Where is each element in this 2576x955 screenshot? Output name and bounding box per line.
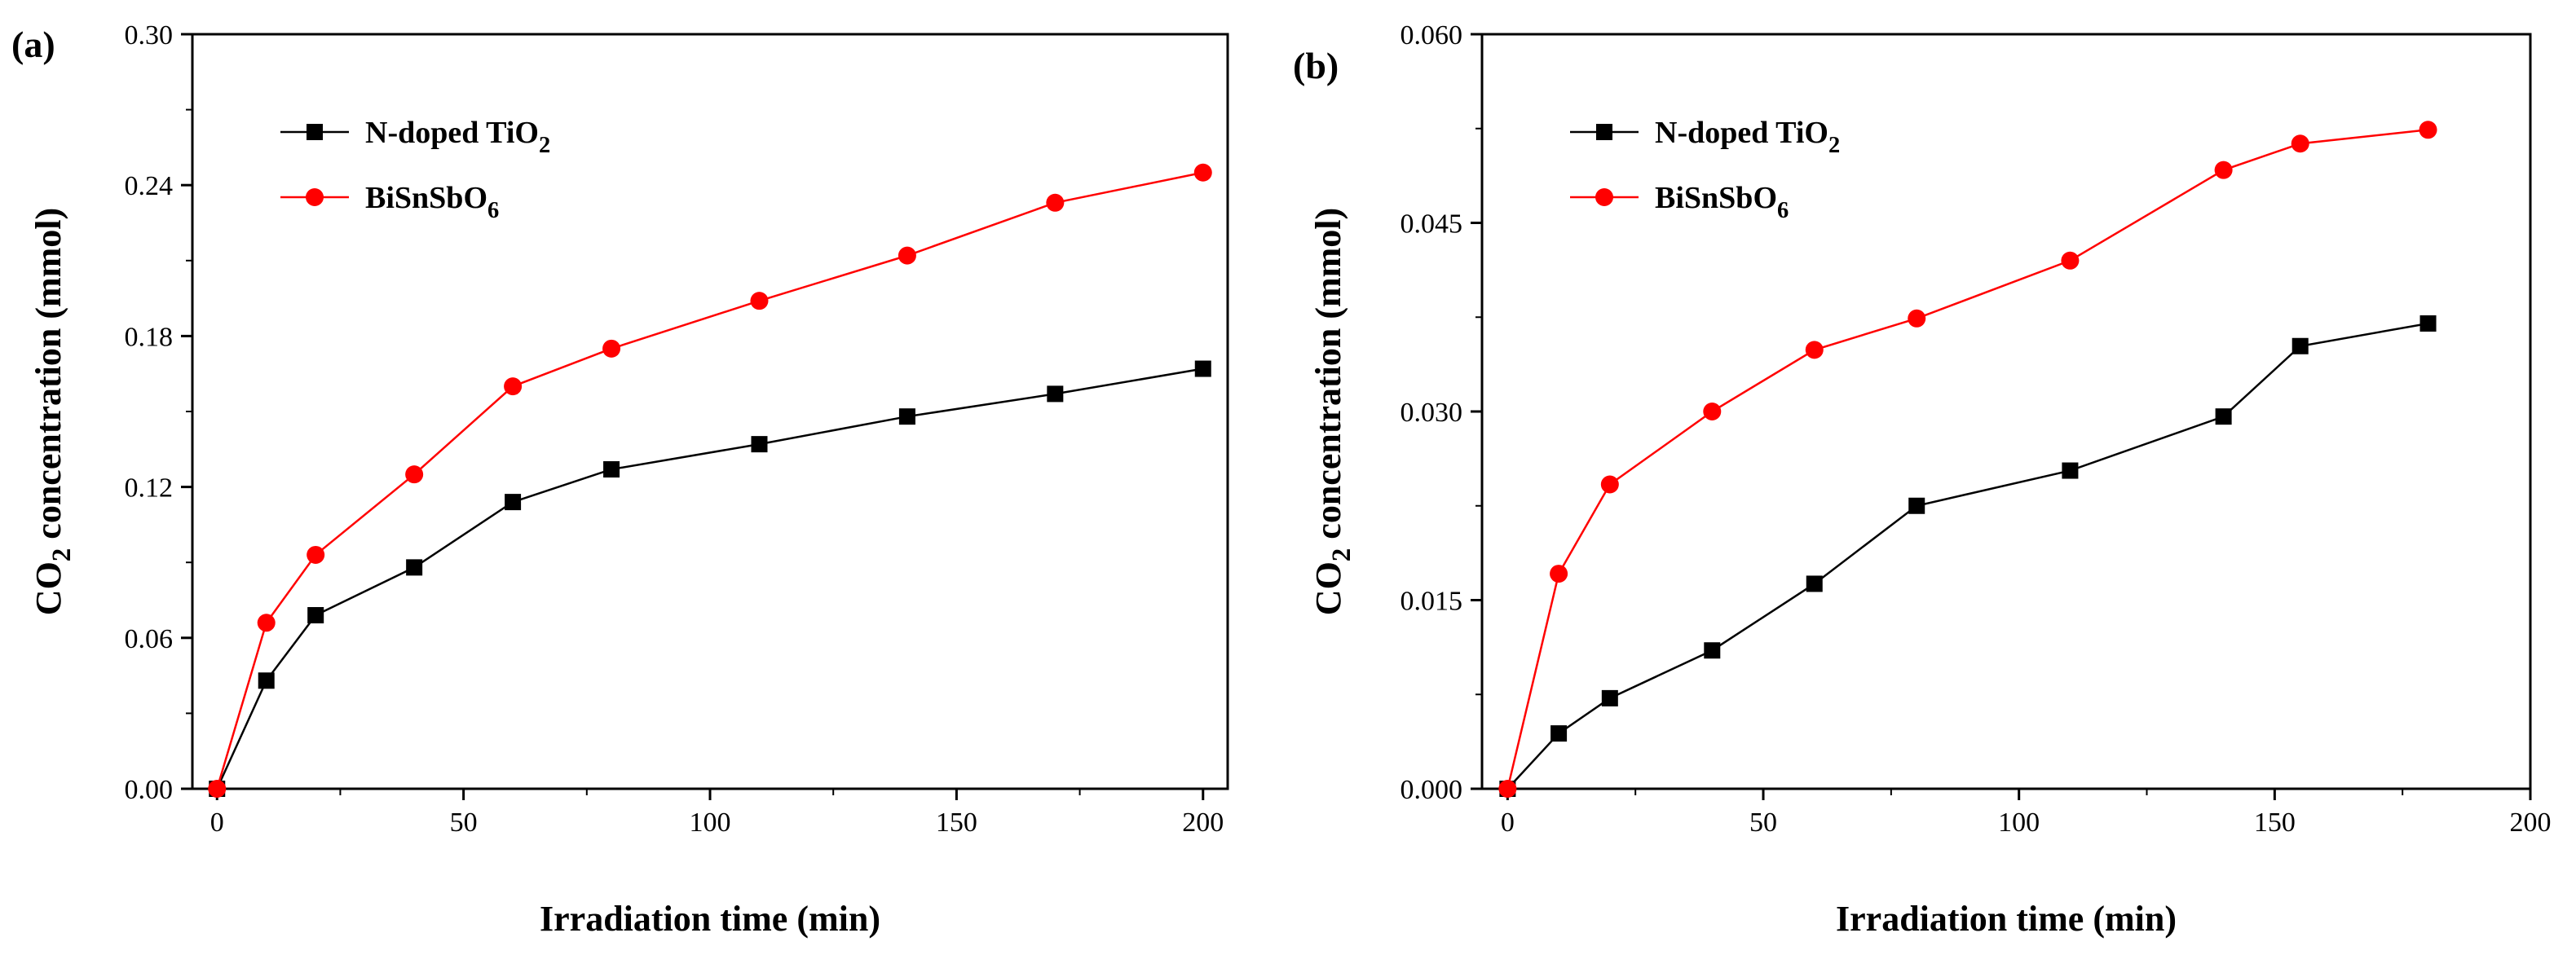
data-point-square: [1047, 385, 1064, 403]
y-axis-title-main: CO: [1308, 561, 1348, 615]
y-axis-title-subscript: 2: [1327, 548, 1356, 562]
legend-label-subscript: 6: [1777, 198, 1789, 223]
plot-frame: [191, 33, 1229, 790]
y-tick-label: 0.24: [125, 171, 174, 201]
data-point-circle: [1805, 341, 1824, 359]
data-point-circle: [257, 614, 276, 632]
data-point-circle: [1600, 475, 1619, 494]
data-point-square: [1550, 725, 1568, 742]
y-axis-title-rest: concentration (mmol): [1308, 208, 1348, 548]
series-line-0: [1506, 322, 2428, 790]
data-point-square: [307, 607, 324, 624]
y-tick-label: 0.000: [1400, 775, 1463, 805]
data-point-circle: [2214, 161, 2233, 179]
data-point-circle: [504, 377, 523, 396]
data-point-circle: [898, 246, 916, 265]
x-tick-label: 0: [1501, 808, 1515, 838]
data-point-circle: [1550, 565, 1568, 583]
legend-label-main: BiSnSbO: [365, 181, 487, 215]
data-point-circle: [2061, 251, 2080, 270]
legend-label: BiSnSbO6: [365, 181, 499, 223]
x-tick-label: 200: [1182, 808, 1224, 838]
y-tick-label: 0.30: [125, 20, 174, 51]
legend-label-subscript: 2: [539, 133, 550, 158]
x-tick-label: 100: [1998, 808, 2040, 838]
data-point-square: [2062, 462, 2079, 479]
y-tick-label: 0.18: [125, 322, 174, 352]
data-point-square: [2215, 408, 2232, 425]
x-tick-label: 100: [690, 808, 731, 838]
x-tick-label: 150: [2254, 808, 2296, 838]
data-point-square: [1194, 360, 1211, 377]
data-point-circle: [1046, 193, 1065, 212]
data-point-square: [1908, 497, 1925, 514]
y-tick-label: 0.030: [1400, 398, 1463, 428]
data-point-circle: [1193, 163, 1212, 182]
data-point-square: [898, 408, 915, 425]
legend-label-main: N-doped TiO: [1655, 116, 1828, 150]
data-point-square: [258, 672, 275, 689]
data-point-square: [751, 436, 768, 453]
panel-label: (a): [11, 24, 55, 65]
legend-marker-square: [1596, 124, 1612, 140]
y-tick-label: 0.015: [1400, 587, 1463, 617]
x-tick-label: 0: [210, 808, 224, 838]
legend-label: BiSnSbO6: [1655, 181, 1789, 223]
y-axis-title: CO2 concentration (mmol): [1308, 208, 1356, 615]
x-axis-title: Irradiation time (min): [1836, 899, 2177, 939]
data-point-square: [1806, 575, 1823, 592]
data-point-circle: [1908, 309, 1926, 328]
legend-label: N-doped TiO2: [365, 116, 550, 158]
panel-label: (b): [1293, 45, 1339, 86]
y-axis-title-subscript: 2: [47, 548, 77, 562]
y-tick-label: 0.00: [125, 775, 174, 805]
data-point-circle: [1498, 780, 1517, 798]
data-point-square: [406, 559, 423, 576]
data-point-square: [505, 494, 522, 511]
x-tick-label: 150: [936, 808, 977, 838]
chart-panel-0: (a) 0 50 100 150 200 0.00 0.06 0.12 0.18 0.24 0.30 I…: [11, 20, 1229, 939]
data-point-circle: [2291, 134, 2309, 153]
legend-marker-circle: [306, 188, 324, 206]
data-point-square: [603, 460, 620, 478]
data-point-circle: [1703, 403, 1722, 420]
y-tick-label: 0.06: [125, 624, 174, 654]
y-axis-title: CO2 concentration (mmol): [29, 208, 77, 615]
legend-marker-circle: [1595, 188, 1613, 206]
y-axis-title-rest: concentration (mmol): [29, 208, 68, 548]
data-point-circle: [405, 465, 424, 484]
x-tick-label: 50: [1749, 808, 1777, 838]
data-point-circle: [208, 780, 227, 798]
x-tick-label: 200: [2510, 808, 2552, 838]
legend-label: N-doped TiO2: [1655, 116, 1840, 158]
legend-marker-square: [307, 124, 323, 140]
series-line-1: [216, 171, 1204, 790]
series-line-1: [1506, 129, 2428, 790]
plot-frame: [1480, 33, 2532, 790]
data-point-square: [2291, 337, 2309, 354]
data-point-square: [1704, 642, 1721, 659]
y-tick-label: 0.045: [1400, 209, 1463, 240]
y-axis-title-main: CO: [29, 561, 68, 615]
legend-label-main: BiSnSbO: [1655, 181, 1777, 215]
data-point-circle: [602, 339, 621, 358]
data-point-circle: [750, 292, 769, 310]
chart-panel-1: (b) 0 50 100 150 200 0.000 0.015 0.030 0.045 0.060…: [1293, 20, 2552, 939]
data-point-circle: [307, 545, 325, 564]
legend-label-subscript: 6: [487, 198, 499, 223]
legend-label-main: N-doped TiO: [365, 116, 539, 150]
data-point-square: [1601, 689, 1618, 706]
data-point-square: [2419, 315, 2437, 332]
y-tick-label: 0.12: [125, 473, 174, 504]
x-tick-label: 50: [450, 808, 478, 838]
x-axis-title: Irradiation time (min): [540, 899, 880, 939]
data-point-circle: [2419, 121, 2437, 139]
series-line-0: [216, 367, 1203, 790]
y-tick-label: 0.060: [1400, 20, 1463, 51]
legend-label-subscript: 2: [1828, 133, 1840, 158]
